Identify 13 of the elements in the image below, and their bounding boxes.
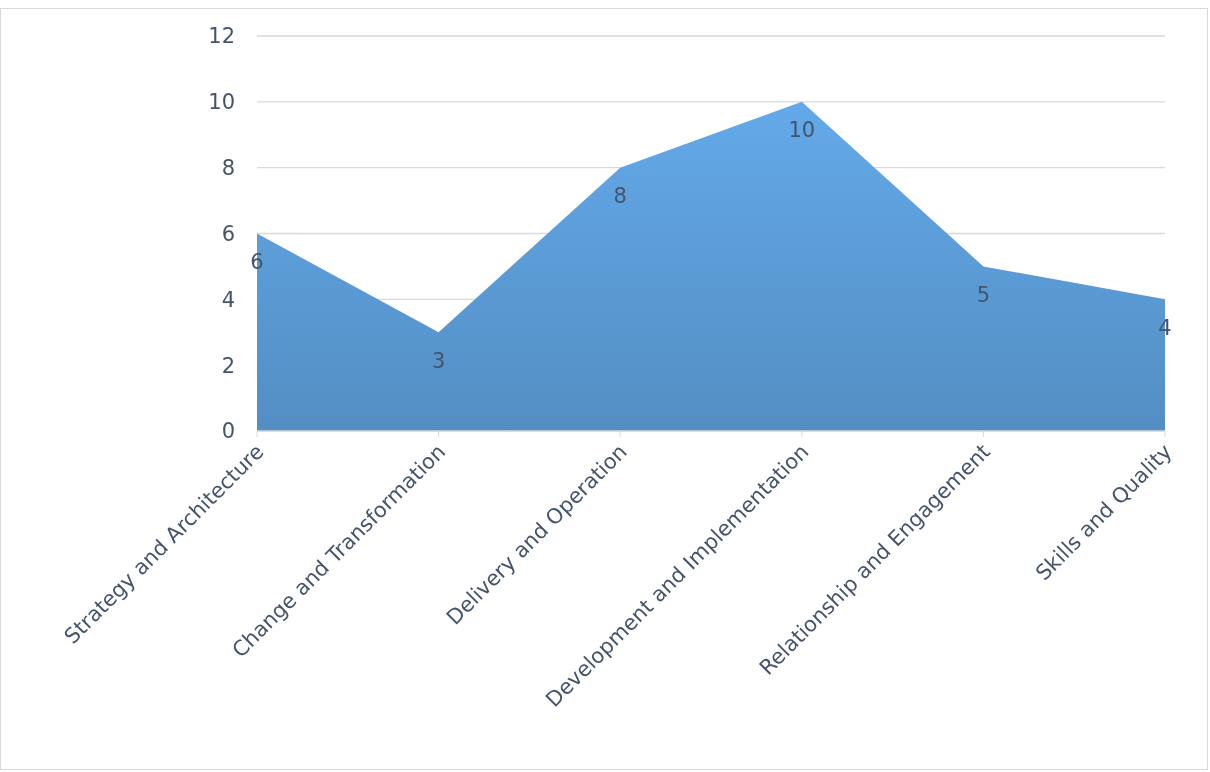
data-label: 10 <box>788 118 816 143</box>
data-label: 4 <box>1158 315 1172 340</box>
data-label: 3 <box>431 348 446 373</box>
y-tick-label: 12 <box>208 24 235 49</box>
y-tick-label: 8 <box>221 156 235 181</box>
y-tick-label: 6 <box>221 221 235 246</box>
data-label: 6 <box>250 249 264 274</box>
y-tick-label: 2 <box>221 353 235 378</box>
y-tick-label: 4 <box>221 287 235 312</box>
data-label: 5 <box>976 282 991 307</box>
data-label: 8 <box>613 184 627 209</box>
y-tick-label: 10 <box>208 90 235 115</box>
y-tick-label: 0 <box>221 419 235 444</box>
